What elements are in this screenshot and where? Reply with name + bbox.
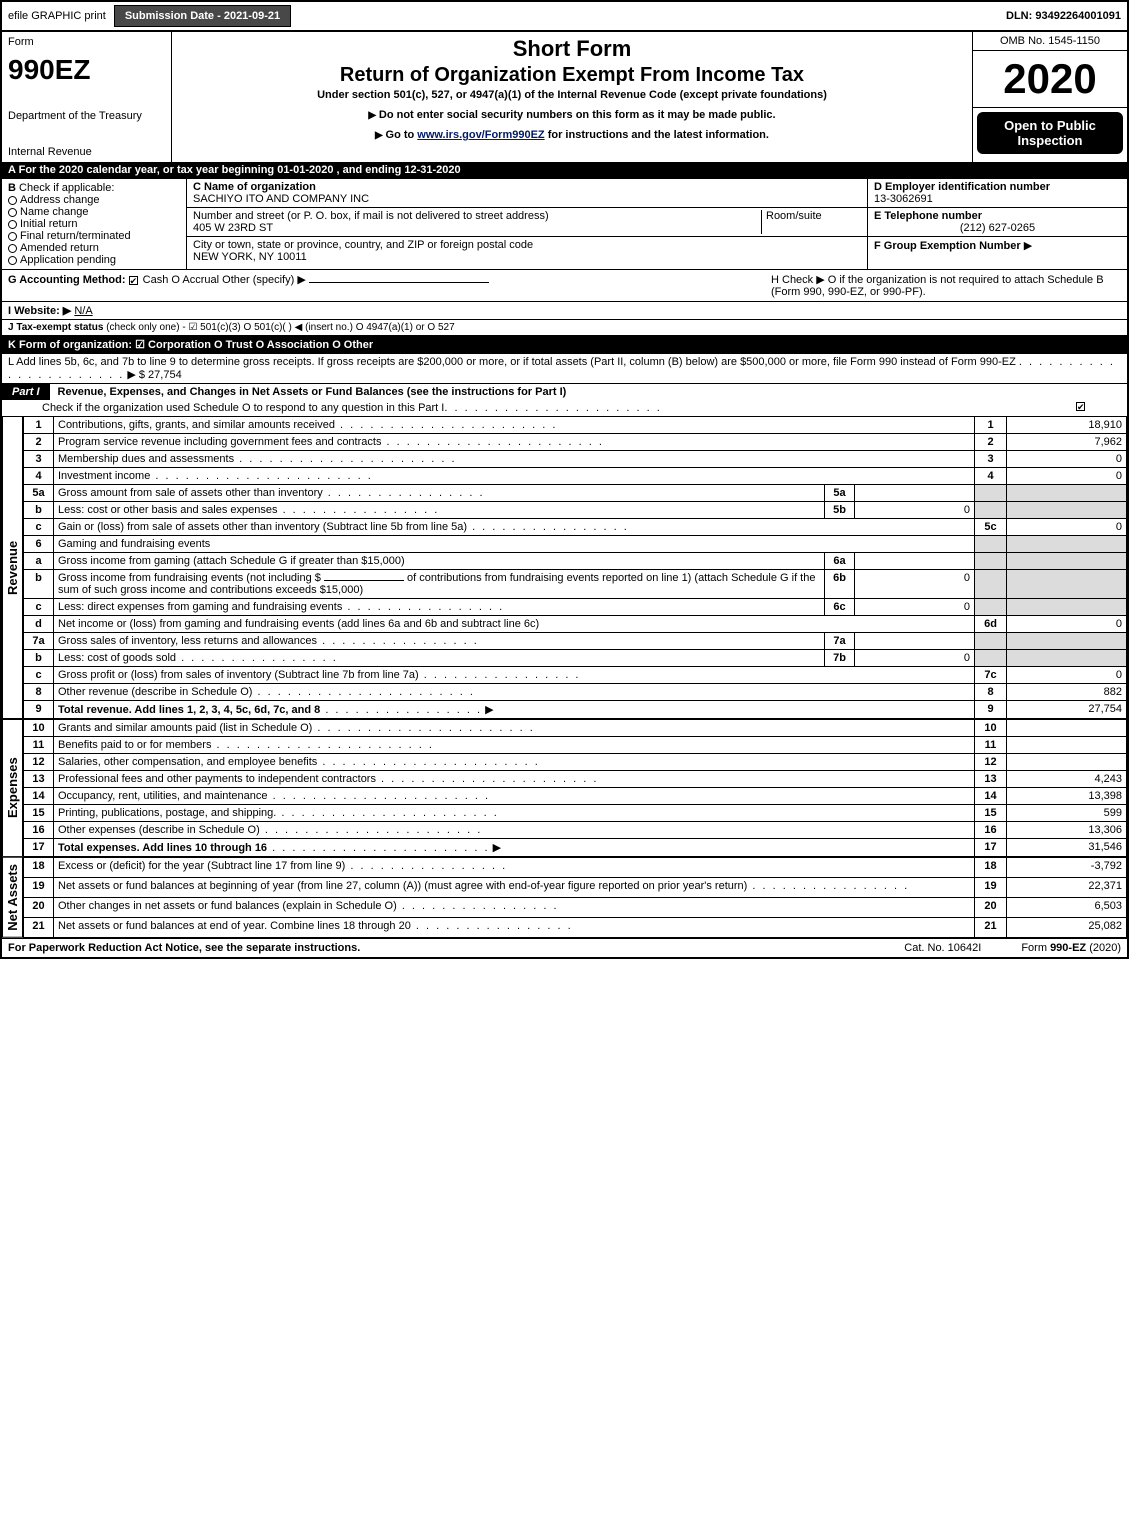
top-bar: efile GRAPHIC print Submission Date - 20…: [2, 2, 1127, 32]
phone-value: (212) 627-0265: [874, 222, 1121, 234]
arrow-line-1: Do not enter social security numbers on …: [379, 109, 776, 121]
ein-value: 13-3062691: [874, 193, 933, 205]
street-label: Number and street (or P. O. box, if mail…: [193, 210, 549, 222]
opt-amended[interactable]: Amended return: [20, 242, 99, 254]
opt-address[interactable]: Address change: [20, 194, 100, 206]
footer-left: For Paperwork Reduction Act Notice, see …: [8, 942, 360, 954]
expenses-side-label: Expenses: [2, 719, 23, 857]
h-text: H Check ▶ O if the organization is not r…: [771, 273, 1121, 298]
dln-label: DLN: 93492264001091: [1006, 10, 1121, 22]
b-label: Check if applicable:: [19, 182, 114, 194]
opt-initial[interactable]: Initial return: [20, 218, 77, 230]
section-a-banner: A For the 2020 calendar year, or tax yea…: [2, 162, 1127, 178]
part-1-check: Check if the organization used Schedule …: [42, 402, 444, 414]
form-no-footer: Form 990-EZ (2020): [1021, 942, 1121, 954]
city-value: NEW YORK, NY 10011: [193, 251, 307, 263]
submission-date-button[interactable]: Submission Date - 2021-09-21: [114, 5, 291, 27]
part-1-label: Part I: [2, 384, 50, 400]
revenue-side-label: Revenue: [2, 416, 23, 719]
efile-label: efile GRAPHIC print: [8, 10, 106, 22]
opt-pending[interactable]: Application pending: [20, 254, 116, 266]
g-label: G Accounting Method:: [8, 274, 126, 286]
arrow-line-2-post: for instructions and the latest informat…: [545, 129, 769, 141]
dept-irs: Internal Revenue: [8, 146, 165, 158]
short-form-title: Short Form: [176, 36, 968, 62]
l-text: L Add lines 5b, 6c, and 7b to line 9 to …: [8, 356, 1016, 368]
dept-treasury: Department of the Treasury: [8, 110, 165, 122]
omb-number: OMB No. 1545-1150: [973, 32, 1127, 51]
schedule-o-checkbox[interactable]: [1076, 402, 1085, 411]
netassets-side-label: Net Assets: [2, 857, 23, 938]
form-number: 990EZ: [8, 54, 165, 86]
c-label: C Name of organization: [193, 181, 316, 193]
open-inspection: Open to Public Inspection: [977, 112, 1123, 154]
section-a-text: For the 2020 calendar year, or tax year …: [19, 164, 461, 176]
f-label: F Group Exemption Number: [874, 240, 1021, 252]
arrow-line-2-pre: Go to: [386, 129, 418, 141]
opt-name[interactable]: Name change: [20, 206, 89, 218]
irs-link[interactable]: www.irs.gov/Form990EZ: [417, 129, 544, 141]
k-text: ☑ Corporation O Trust O Association O Ot…: [135, 339, 373, 351]
under-section: Under section 501(c), 527, or 4947(a)(1)…: [176, 89, 968, 101]
k-label: K Form of organization:: [8, 339, 132, 351]
street-value: 405 W 23RD ST: [193, 222, 273, 234]
cat-no: Cat. No. 10642I: [904, 942, 981, 954]
j-text: (check only one) - ☑ 501(c)(3) O 501(c)(…: [106, 322, 454, 333]
return-title: Return of Organization Exempt From Incom…: [176, 64, 968, 87]
part-1-title: Revenue, Expenses, and Changes in Net As…: [50, 386, 567, 398]
opt-final[interactable]: Final return/terminated: [20, 230, 131, 242]
form-word: Form: [8, 36, 165, 48]
org-name: SACHIYO ITO AND COMPANY INC: [193, 193, 369, 205]
e-label: E Telephone number: [874, 210, 982, 222]
website-value: N/A: [74, 305, 92, 317]
g-options: Cash O Accrual Other (specify) ▶: [143, 274, 306, 286]
netassets-table: 18Excess or (deficit) for the year (Subt…: [23, 857, 1127, 938]
f-arrow: ▶: [1024, 240, 1032, 252]
city-label: City or town, state or province, country…: [193, 239, 533, 251]
expenses-table: 10Grants and similar amounts paid (list …: [23, 719, 1127, 857]
j-label: J Tax-exempt status: [8, 322, 103, 333]
tax-year: 2020: [973, 51, 1127, 108]
l-amount: $ 27,754: [139, 369, 182, 381]
i-label: I Website: ▶: [8, 305, 71, 317]
d-label: D Employer identification number: [874, 181, 1050, 193]
room-suite: Room/suite: [761, 210, 861, 234]
revenue-table: 1Contributions, gifts, grants, and simil…: [23, 416, 1127, 719]
